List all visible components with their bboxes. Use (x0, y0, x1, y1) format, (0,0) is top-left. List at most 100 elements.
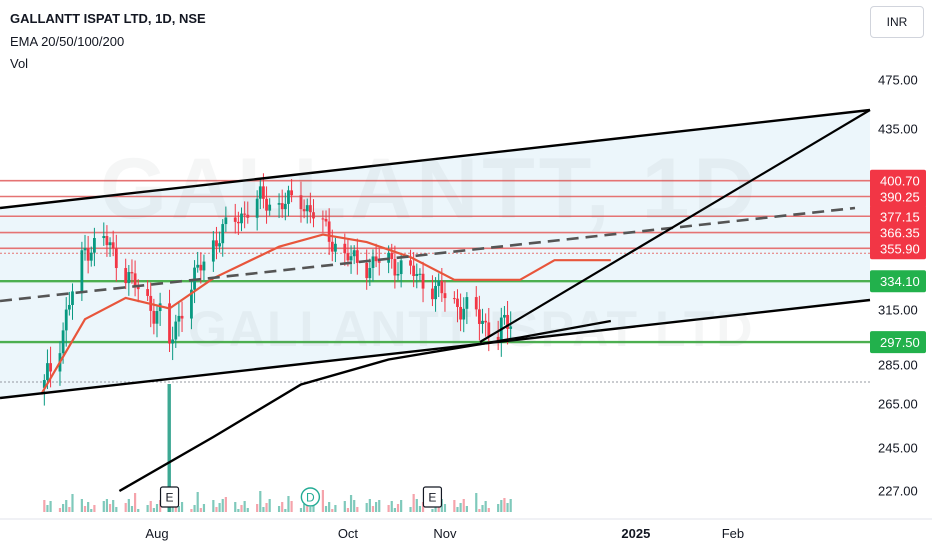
candle-body[interactable] (236, 221, 240, 224)
candle-body[interactable] (233, 217, 237, 222)
volume-spike-bar[interactable] (167, 384, 171, 512)
candle-body[interactable] (155, 311, 159, 324)
candle-body[interactable] (390, 252, 394, 260)
candle-body[interactable] (130, 272, 134, 274)
candle-body[interactable] (421, 273, 425, 289)
candle-body[interactable] (171, 339, 175, 344)
candle-body[interactable] (177, 315, 181, 322)
channel-lower-line[interactable] (0, 298, 871, 400)
candle-body[interactable] (481, 320, 484, 324)
candle-body[interactable] (111, 242, 115, 249)
candle-body[interactable] (343, 243, 347, 254)
candle-body[interactable] (415, 273, 419, 277)
candle-body[interactable] (221, 224, 225, 244)
candle-body[interactable] (46, 363, 49, 381)
candle-body[interactable] (487, 322, 491, 337)
candle-body[interactable] (211, 240, 215, 262)
candle-body[interactable] (474, 297, 478, 310)
rising-trendline[interactable] (479, 109, 871, 343)
candle-body[interactable] (114, 248, 118, 269)
candle-body[interactable] (246, 214, 250, 218)
candle-body[interactable] (299, 195, 303, 210)
candle-body[interactable] (49, 363, 52, 372)
channel-midline[interactable] (0, 206, 856, 303)
candle-body[interactable] (287, 190, 290, 204)
candle-body[interactable] (152, 310, 156, 324)
candle-body[interactable] (374, 256, 378, 262)
candle-body[interactable] (190, 289, 193, 319)
candle-body[interactable] (465, 297, 469, 309)
volume-indicator-legend[interactable]: Vol (10, 56, 29, 71)
candle-body[interactable] (434, 285, 437, 300)
candle-body[interactable] (105, 236, 109, 246)
time-axis[interactable]: Aug Oct Nov 2025 Feb (0, 518, 932, 541)
candle-body[interactable] (61, 330, 65, 354)
candle-body[interactable] (202, 261, 206, 271)
candle-body[interactable] (346, 253, 350, 261)
candle-body[interactable] (418, 273, 422, 275)
candle-body[interactable] (146, 289, 150, 296)
earnings-marker[interactable]: E (422, 486, 443, 508)
candle-body[interactable] (412, 265, 416, 277)
candle-body[interactable] (462, 308, 466, 320)
candle-body[interactable] (180, 315, 184, 319)
candle-body[interactable] (93, 238, 96, 253)
candle-body[interactable] (503, 314, 506, 318)
candle-body[interactable] (409, 260, 412, 266)
candle-body[interactable] (312, 212, 315, 219)
candle-body[interactable] (265, 198, 268, 211)
ema-indicator-legend[interactable]: EMA 20/50/100/200 (10, 34, 125, 49)
candle-body[interactable] (437, 280, 441, 286)
candle-body[interactable] (86, 248, 90, 261)
candle-body[interactable] (89, 252, 93, 261)
candle-body[interactable] (349, 256, 353, 261)
candle-body[interactable] (67, 304, 71, 310)
candle-body[interactable] (330, 241, 334, 252)
candle-body[interactable] (459, 306, 463, 320)
candle-body[interactable] (80, 250, 84, 292)
candle-body[interactable] (334, 243, 337, 252)
candle-body[interactable] (302, 209, 306, 212)
candle-body[interactable] (368, 267, 372, 279)
candle-body[interactable] (305, 205, 309, 212)
candle-body[interactable] (321, 218, 325, 220)
candle-body[interactable] (280, 203, 284, 210)
candle-body[interactable] (393, 259, 397, 276)
candle-body[interactable] (484, 320, 488, 323)
candle-body[interactable] (102, 236, 106, 239)
candle-body[interactable] (42, 380, 46, 388)
candle-body[interactable] (506, 314, 509, 329)
candle-body[interactable] (477, 309, 481, 324)
candle-body[interactable] (196, 264, 200, 268)
candle-body[interactable] (352, 250, 356, 257)
candle-body[interactable] (240, 213, 243, 224)
candle-body[interactable] (268, 204, 272, 211)
candle-body[interactable] (136, 286, 140, 290)
candle-body[interactable] (324, 218, 328, 222)
candle-body[interactable] (440, 280, 444, 294)
candle-body[interactable] (71, 291, 74, 305)
candle-body[interactable] (283, 203, 287, 210)
candle-body[interactable] (308, 205, 312, 213)
candle-body[interactable] (224, 217, 228, 225)
candle-body[interactable] (199, 264, 203, 271)
candle-body[interactable] (83, 248, 87, 251)
candle-body[interactable] (168, 303, 171, 344)
candle-body[interactable] (431, 288, 434, 300)
candle-body[interactable] (64, 309, 68, 331)
candle-body[interactable] (365, 262, 369, 279)
candle-body[interactable] (243, 213, 247, 215)
candle-body[interactable] (290, 190, 293, 196)
dividend-marker[interactable]: D (300, 487, 321, 507)
candle-body[interactable] (277, 203, 281, 205)
candle-body[interactable] (262, 186, 265, 199)
candle-body[interactable] (496, 336, 500, 341)
candle-body[interactable] (452, 298, 456, 300)
candle-body[interactable] (215, 240, 218, 247)
candle-body[interactable] (377, 261, 381, 263)
candle-body[interactable] (258, 186, 262, 199)
candle-body[interactable] (174, 321, 178, 340)
candle-body[interactable] (443, 293, 447, 299)
candle-body[interactable] (218, 243, 221, 247)
